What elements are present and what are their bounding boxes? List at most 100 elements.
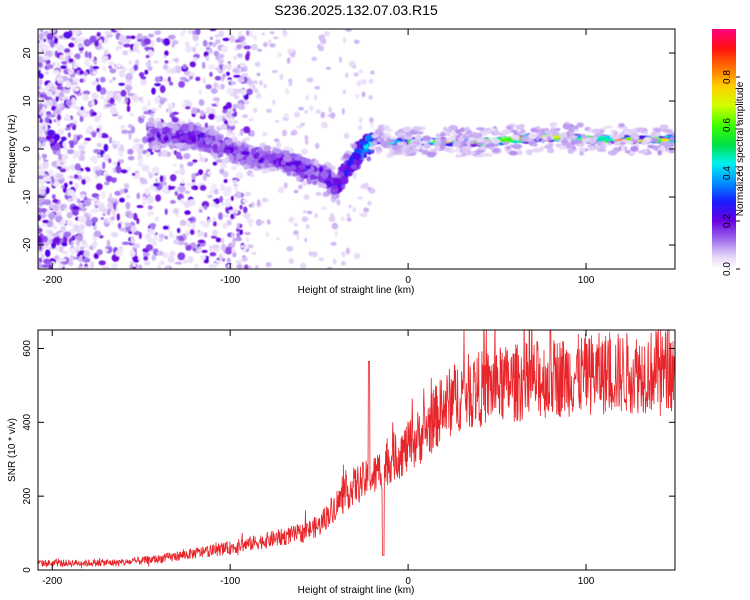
heatmap-noise-cell: [186, 182, 192, 186]
heatmap-noise-cell: [212, 221, 217, 227]
heatmap-noise-cell: [79, 150, 86, 155]
heatmap-halo-cell: [389, 140, 395, 144]
heatmap-noise-cell: [175, 151, 182, 160]
heatmap-halo-cell: [620, 145, 626, 152]
heatmap-halo-cell: [450, 135, 457, 141]
heatmap-noise-cell: [38, 33, 44, 41]
heatmap-halo-cell: [625, 150, 631, 154]
heatmap-noise-cell: [172, 66, 176, 74]
heatmap-halo-cell: [490, 139, 498, 144]
heatmap-noise-cell: [38, 225, 41, 229]
heatmap-noise-cell: [38, 207, 42, 215]
heatmap-noise-cell: [196, 108, 201, 113]
heatmap-noise-cell: [251, 202, 255, 208]
heatmap-halo-cell: [380, 137, 385, 142]
heatmap-noise-cell: [133, 259, 140, 263]
heatmap-halo-cell: [492, 147, 500, 154]
heatmap-noise-cell: [106, 239, 111, 248]
heatmap-noise-cell: [352, 172, 358, 179]
heatmap-halo-cell: [374, 128, 384, 135]
heatmap-noise-cell: [73, 86, 80, 92]
heatmap-noise-cell: [298, 184, 303, 190]
heatmap-noise-cell: [235, 171, 244, 180]
heatmap-noise-cell: [96, 84, 102, 92]
heatmap-ridge-cell: [338, 171, 345, 177]
heatmap-noise-cell: [357, 125, 363, 131]
heatmap-halo-cell: [455, 154, 463, 158]
heatmap-ridge-cell: [358, 140, 368, 146]
heatmap-noise-cell: [53, 133, 61, 142]
heatmap-noise-cell: [159, 260, 165, 265]
heatmap-halo-cell: [422, 135, 432, 142]
heatmap-noise-cell: [283, 112, 289, 118]
heatmap-halo-cell: [505, 125, 512, 130]
heatmap-noise-cell: [239, 229, 243, 236]
heatmap-noise-cell: [118, 82, 126, 86]
heatmap-noise-cell: [194, 263, 199, 269]
heatmap-noise-cell: [225, 246, 233, 255]
heatmap-noise-cell: [96, 154, 102, 159]
heatmap-noise-cell: [234, 185, 238, 192]
heatmap-noise-cell: [56, 158, 61, 166]
heatmap-noise-cell: [212, 229, 218, 237]
heatmap-noise-cell: [218, 30, 225, 38]
heatmap-noise-cell: [269, 43, 276, 48]
heatmap-ridge-cell: [266, 150, 272, 155]
heatmap-noise-cell: [136, 192, 141, 200]
heatmap-noise-cell: [84, 212, 89, 218]
heatmap-noise-cell: [188, 75, 194, 80]
heatmap-ridge-cell: [291, 172, 297, 177]
heatmap-halo-cell: [653, 145, 659, 152]
heatmap-noise-cell: [68, 58, 74, 63]
heatmap-noise-cell: [183, 99, 191, 104]
snr-x-tick-label: 100: [578, 576, 595, 587]
heatmap-noise-cell: [146, 210, 155, 217]
heatmap-ridge-cell: [271, 153, 277, 161]
heatmap-noise-cell: [159, 175, 164, 183]
heatmap-noise-cell: [47, 99, 53, 108]
heatmap-noise-cell: [254, 61, 261, 67]
heatmap-noise-cell: [63, 250, 69, 255]
heatmap-noise-cell: [271, 69, 278, 74]
heatmap-noise-cell: [79, 246, 85, 251]
heatmap-noise-cell: [108, 79, 113, 84]
heatmap-halo-cell: [560, 139, 569, 145]
heatmap-noise-cell: [226, 219, 232, 226]
heatmap-noise-cell: [58, 231, 65, 239]
heatmap-noise-cell: [233, 120, 238, 124]
heatmap-noise-cell: [208, 113, 215, 120]
heatmap-noise-cell: [243, 99, 250, 105]
heatmap-halo-cell: [659, 124, 669, 130]
colorbar-gradient: [712, 29, 736, 269]
heatmap-noise-cell: [116, 213, 121, 221]
heatmap-noise-cell: [296, 125, 303, 129]
heatmap-noise-cell: [233, 55, 237, 61]
heatmap-noise-cell: [127, 123, 133, 129]
heatmap-ridge-cell: [167, 121, 174, 129]
heatmap-ridge-cell: [146, 121, 155, 127]
heatmap-noise-cell: [38, 136, 44, 142]
heatmap-ridge-cell: [212, 154, 219, 158]
heatmap-ridge-cell: [180, 123, 190, 132]
heatmap-noise-cell: [116, 161, 121, 167]
heatmap-noise-cell: [182, 64, 187, 70]
heatmap-noise-cell: [184, 190, 191, 195]
heatmap-noise-cell: [227, 117, 235, 125]
heatmap-noise-cell: [136, 33, 143, 42]
heatmap-noise-cell: [235, 260, 243, 264]
heatmap-noise-cell: [89, 35, 97, 44]
heatmap-noise-cell: [144, 69, 149, 75]
heatmap-halo-cell: [464, 126, 470, 132]
heatmap-halo-cell: [670, 132, 675, 136]
heatmap-noise-cell: [132, 44, 139, 53]
heatmap-noise-cell: [304, 110, 309, 114]
heatmap-noise-cell: [63, 147, 69, 151]
heatmap-noise-cell: [143, 110, 150, 115]
heatmap-x-tick-label: 0: [405, 275, 411, 286]
heatmap-noise-cell: [174, 65, 182, 74]
heatmap-noise-cell: [114, 93, 119, 101]
heatmap-noise-cell: [174, 170, 181, 175]
heatmap-halo-cell: [547, 142, 554, 147]
heatmap-noise-cell: [39, 118, 44, 124]
